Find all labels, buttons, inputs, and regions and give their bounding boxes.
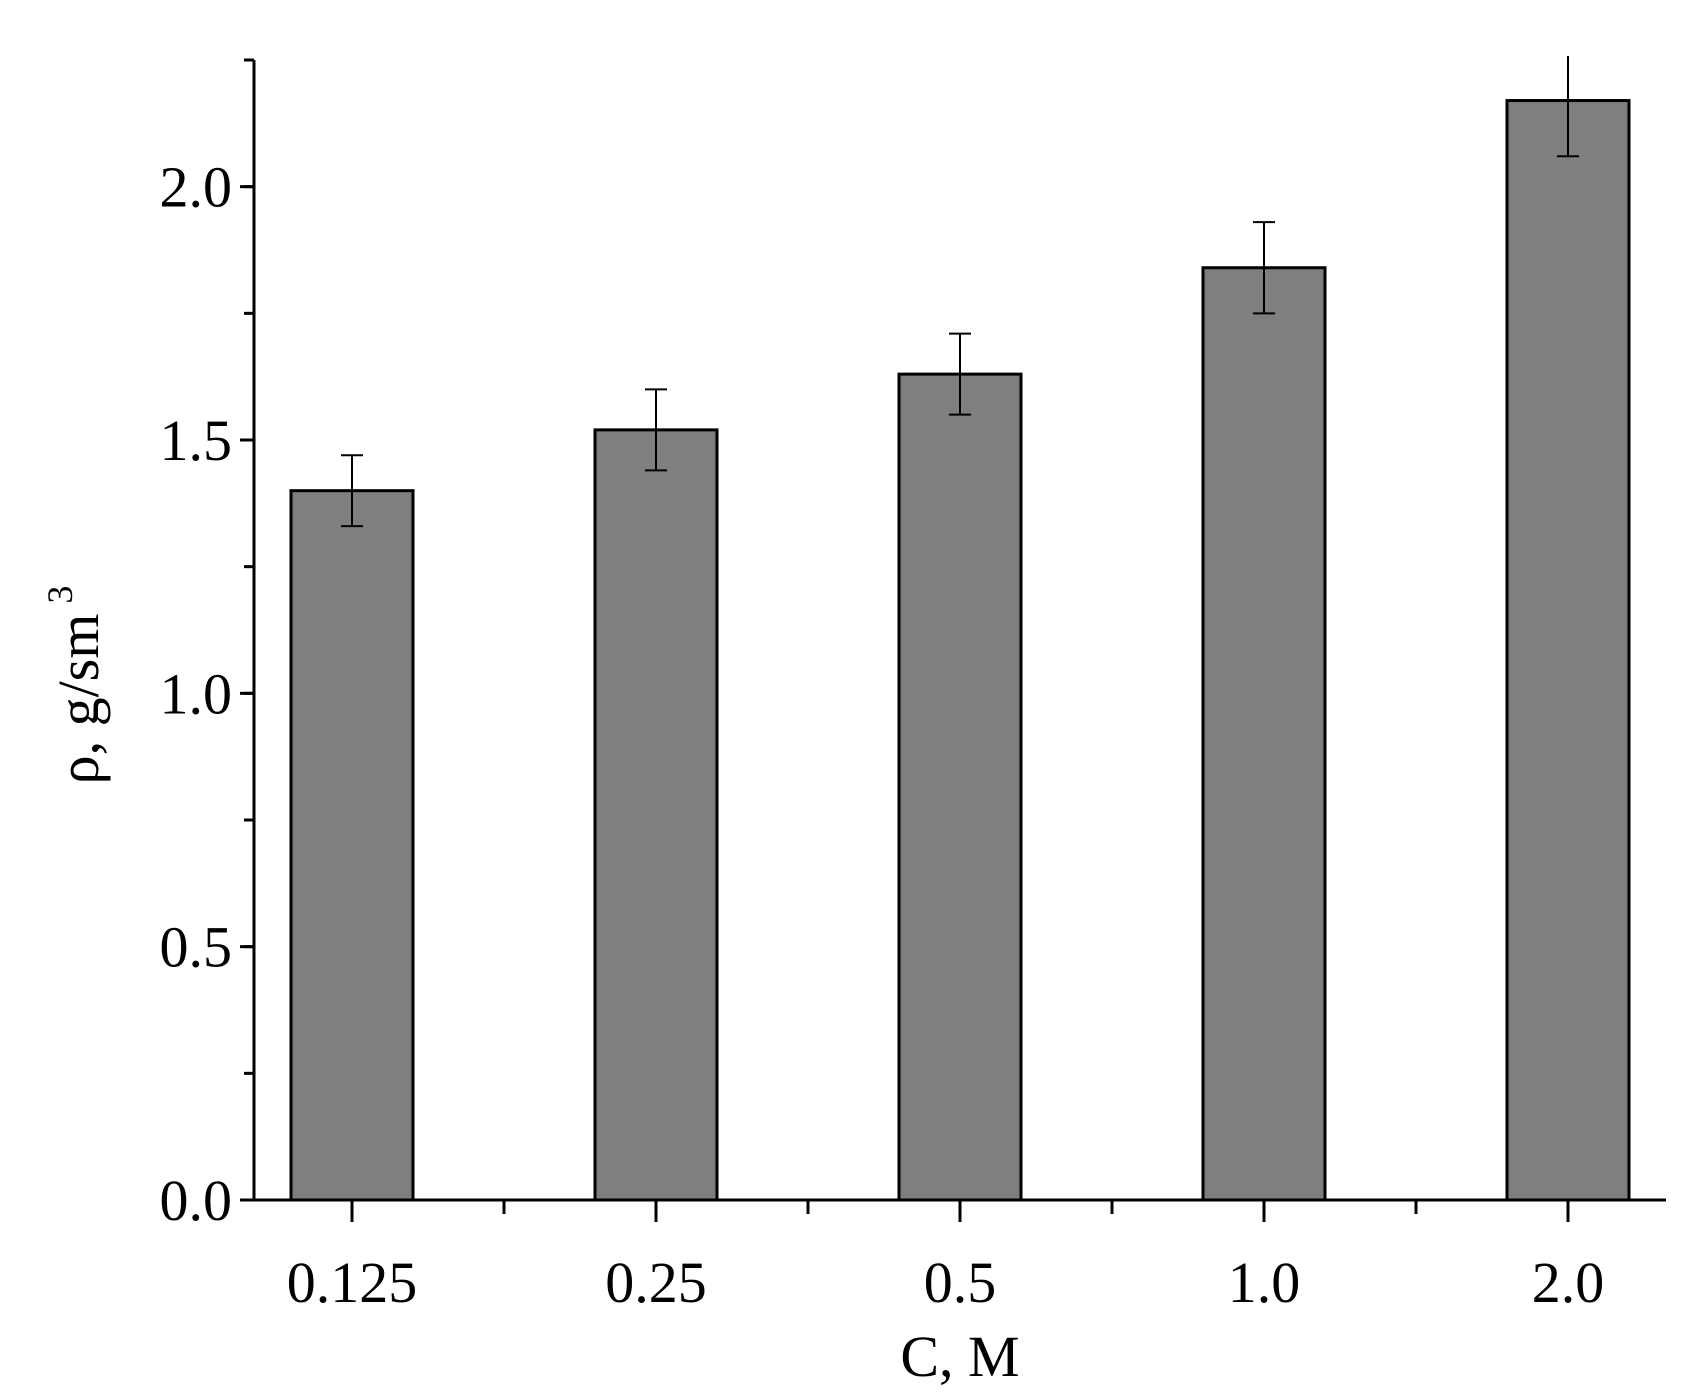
x-tick-label: 0.5 [924,1250,997,1315]
x-tick-label: 2.0 [1532,1250,1605,1315]
error-bar-0.5 [949,332,971,416]
error-bar-1.0 [1253,221,1275,315]
bar-2.0 [1505,99,1631,1202]
error-bar-0.125 [341,454,363,528]
labels-layer: 0.0 0.5 1.0 1.5 2.0 0.125 0.25 0.5 1.0 2.0 C, M ρ, … [40,155,1604,1389]
x-axis-title: C, M [900,1324,1019,1389]
x-tick-label: 0.25 [605,1250,707,1315]
y-axis-title: ρ, g/sm3 [40,586,111,785]
y-tick-label: 1.0 [160,661,233,726]
x-tick-label: 0.125 [287,1250,418,1315]
y-tick-label: 0.0 [160,1168,233,1233]
error-bars-layer [341,56,1579,528]
bars-layer [289,99,1631,1202]
y-tick-label: 2.0 [160,155,233,220]
y-tick-label: 0.5 [160,915,233,980]
bar-0.125 [289,489,415,1202]
bar-0.25 [593,428,719,1202]
x-tick-label: 1.0 [1228,1250,1301,1315]
error-bar-2.0 [1557,56,1579,158]
y-tick-label: 1.5 [160,408,233,473]
axes-layer [240,58,1666,1222]
bar-0.5 [897,372,1023,1202]
error-bar-0.25 [645,388,667,472]
bar-1.0 [1201,266,1327,1202]
